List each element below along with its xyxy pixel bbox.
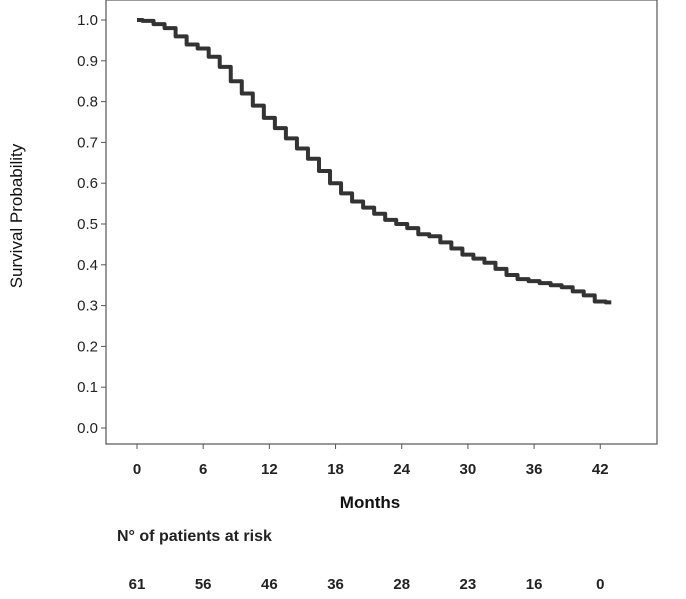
risk-value: 23: [459, 576, 477, 593]
y-tick-label: 1.0: [77, 12, 98, 29]
x-axis-ticks: 0 6 12 18 24 30 36 42: [133, 444, 609, 478]
risk-table-row: 61 56 46 36 28 23 16 0: [0, 576, 686, 596]
y-tick-label: 0.0: [77, 420, 98, 437]
y-tick-label: 0.3: [77, 298, 98, 315]
y-tick-label: 0.1: [77, 379, 98, 396]
risk-value: 46: [261, 576, 278, 593]
risk-value: 61: [128, 576, 146, 593]
y-tick-label: 0.4: [77, 257, 98, 274]
y-axis-ticks: 0.0 0.1 0.2 0.3 0.4 0.5 0.6 0.7 0.8 0.9 1.0: [77, 12, 106, 437]
risk-value: 16: [525, 576, 543, 593]
y-tick-label: 0.9: [77, 53, 98, 70]
y-tick-label: 0.2: [77, 338, 98, 355]
y-tick-label: 0.6: [77, 175, 98, 192]
risk-value: 0: [596, 576, 605, 593]
plot-frame: [105, 0, 658, 445]
x-tick-label: 42: [592, 461, 609, 478]
x-tick-label: 18: [327, 461, 344, 478]
risk-value: 28: [393, 576, 411, 593]
survival-chart: 0.0 0.1 0.2 0.3 0.4 0.5 0.6 0.7 0.8 0.9 1.0 0 6 12 18…: [7, 0, 658, 512]
y-tick-label: 0.5: [77, 216, 98, 233]
y-axis-label: Survival Probability: [7, 143, 26, 288]
risk-table-title: N° of patients at risk: [117, 528, 272, 545]
x-tick-label: 36: [526, 461, 543, 478]
y-tick-label: 0.7: [77, 134, 98, 151]
x-tick-label: 0: [133, 461, 141, 478]
risk-value: 36: [327, 576, 344, 593]
x-tick-label: 6: [199, 461, 207, 478]
x-tick-label: 24: [393, 461, 410, 478]
y-tick-label: 0.8: [77, 94, 98, 111]
survival-curve: [137, 18, 612, 305]
x-tick-label: 30: [460, 461, 477, 478]
x-tick-label: 12: [261, 461, 278, 478]
x-axis-label: Months: [340, 493, 400, 512]
risk-value: 56: [194, 576, 212, 593]
